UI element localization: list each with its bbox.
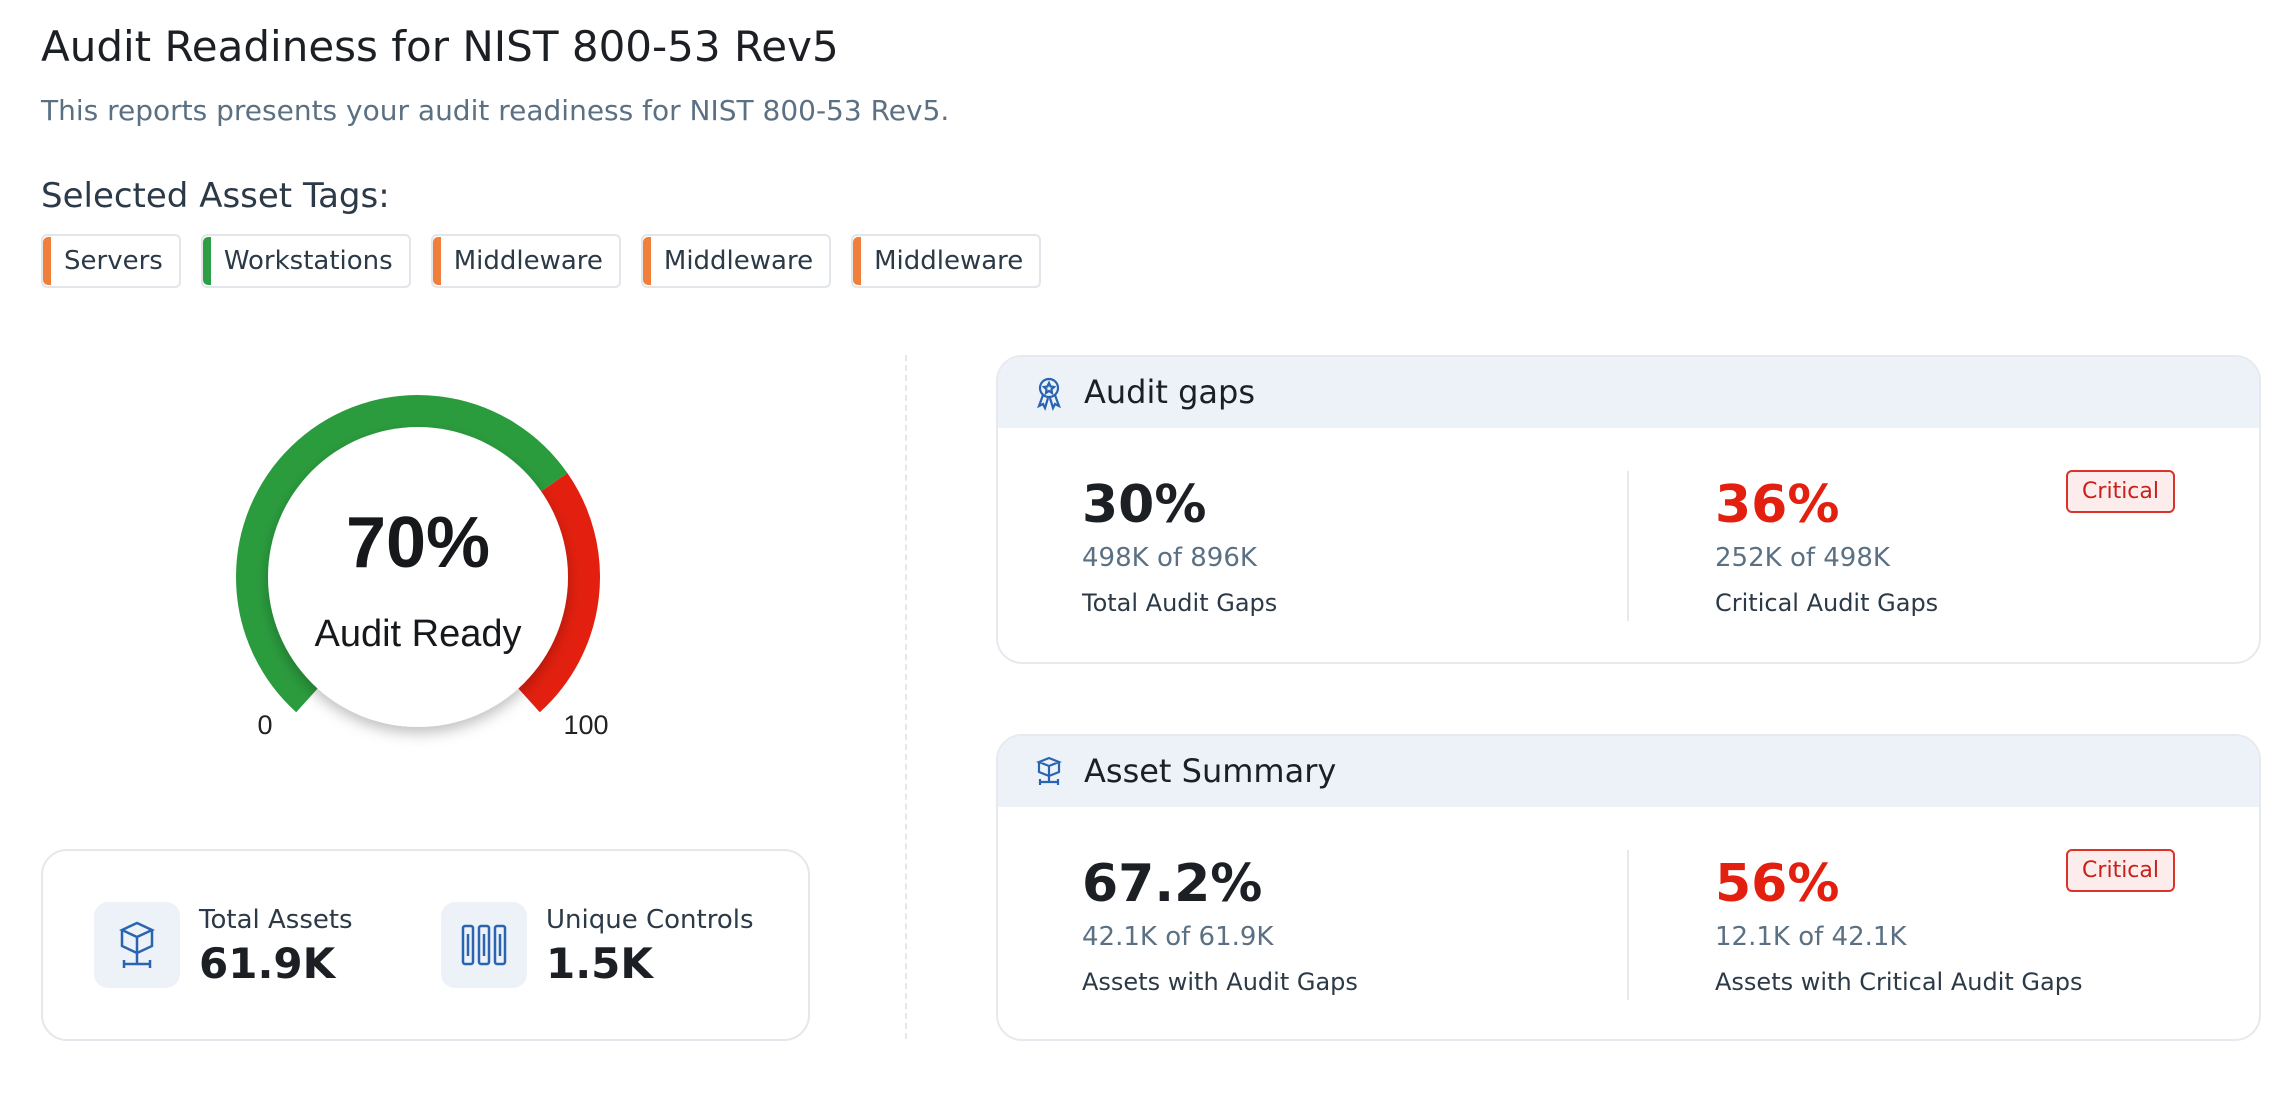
card-header: Asset Summary	[998, 736, 2259, 807]
tag-label: Servers	[64, 246, 163, 276]
critical-badge: Critical	[2066, 470, 2175, 513]
metric-detail: 252K of 498K	[1715, 543, 1890, 573]
metric-value: 36%	[1715, 475, 1840, 535]
critical-badge: Critical	[2066, 849, 2175, 892]
card-title: Audit gaps	[1084, 373, 1255, 411]
page-subtitle: This reports presents your audit readine…	[41, 94, 950, 127]
tag-label: Middleware	[663, 246, 814, 276]
tag-label: Middleware	[453, 246, 603, 276]
summary-card: Audit gaps 30% 498K of 896K Total Audit Gap…	[996, 355, 2261, 664]
metric-value: 30%	[1082, 475, 1207, 535]
card-icon	[1037, 377, 1061, 411]
tag-label: Workstations	[223, 246, 393, 276]
metric-label: Assets with Audit Gaps	[1082, 968, 1358, 996]
stats-card: Total Assets 61.9K Unique Controls 1.5K	[41, 849, 810, 1041]
metric-detail: 42.1K of 61.9K	[1082, 922, 1274, 952]
metric-label: Assets with Critical Audit Gaps	[1715, 968, 2083, 996]
stat-value: 1.5K	[546, 939, 653, 988]
card-title: Asset Summary	[1084, 752, 1337, 790]
tags-heading: Selected Asset Tags:	[41, 176, 390, 216]
gauge-min: 0	[257, 710, 272, 740]
tag: Servers	[41, 234, 181, 288]
metric-detail: 12.1K of 42.1K	[1715, 922, 1907, 952]
tag: Middleware	[851, 234, 1042, 288]
tag-list: Servers Workstations Middleware Middleware M…	[41, 234, 1042, 288]
stat-icon	[94, 902, 180, 988]
controls-icon	[461, 924, 507, 966]
tag-color	[432, 237, 441, 285]
page-title: Audit Readiness for NIST 800-53 Rev5	[41, 22, 839, 71]
gauge-max: 100	[563, 710, 608, 740]
metric-divider	[1627, 471, 1629, 621]
tag-color	[202, 237, 211, 285]
gauge-caption: Audit Ready	[314, 613, 521, 655]
summary-card: Asset Summary 67.2% 42.1K of 61.9K Assets w…	[996, 734, 2261, 1041]
card-icon	[1036, 756, 1062, 785]
tag: Middleware	[640, 234, 832, 288]
gauge-rest-arc	[516, 473, 600, 713]
gauge: 70% Audit Ready 0 100	[236, 395, 609, 740]
gauge-value-arc	[236, 395, 568, 713]
tag-color	[642, 237, 651, 285]
tag: Workstations	[200, 234, 411, 288]
metric-label: Total Audit Gaps	[1082, 589, 1278, 617]
metric-label: Critical Audit Gaps	[1715, 589, 1939, 617]
metric-divider	[1627, 850, 1629, 1000]
gauge-value: 70%	[346, 503, 490, 583]
metric-detail: 498K of 896K	[1082, 543, 1257, 573]
metric-value: 56%	[1715, 854, 1840, 914]
metric-value: 67.2%	[1082, 854, 1263, 914]
tag-color	[853, 237, 862, 285]
gauge-face	[268, 427, 568, 727]
tag: Middleware	[430, 234, 621, 288]
stat-label: Total Assets	[199, 905, 353, 935]
card-header: Audit gaps	[998, 357, 2259, 428]
asset-icon	[119, 921, 155, 968]
tag-label: Middleware	[874, 246, 1024, 276]
stat-icon	[441, 902, 527, 988]
tag-color	[43, 237, 51, 285]
stat-label: Unique Controls	[546, 905, 754, 935]
divider	[905, 355, 907, 1039]
stat-value: 61.9K	[199, 939, 336, 988]
